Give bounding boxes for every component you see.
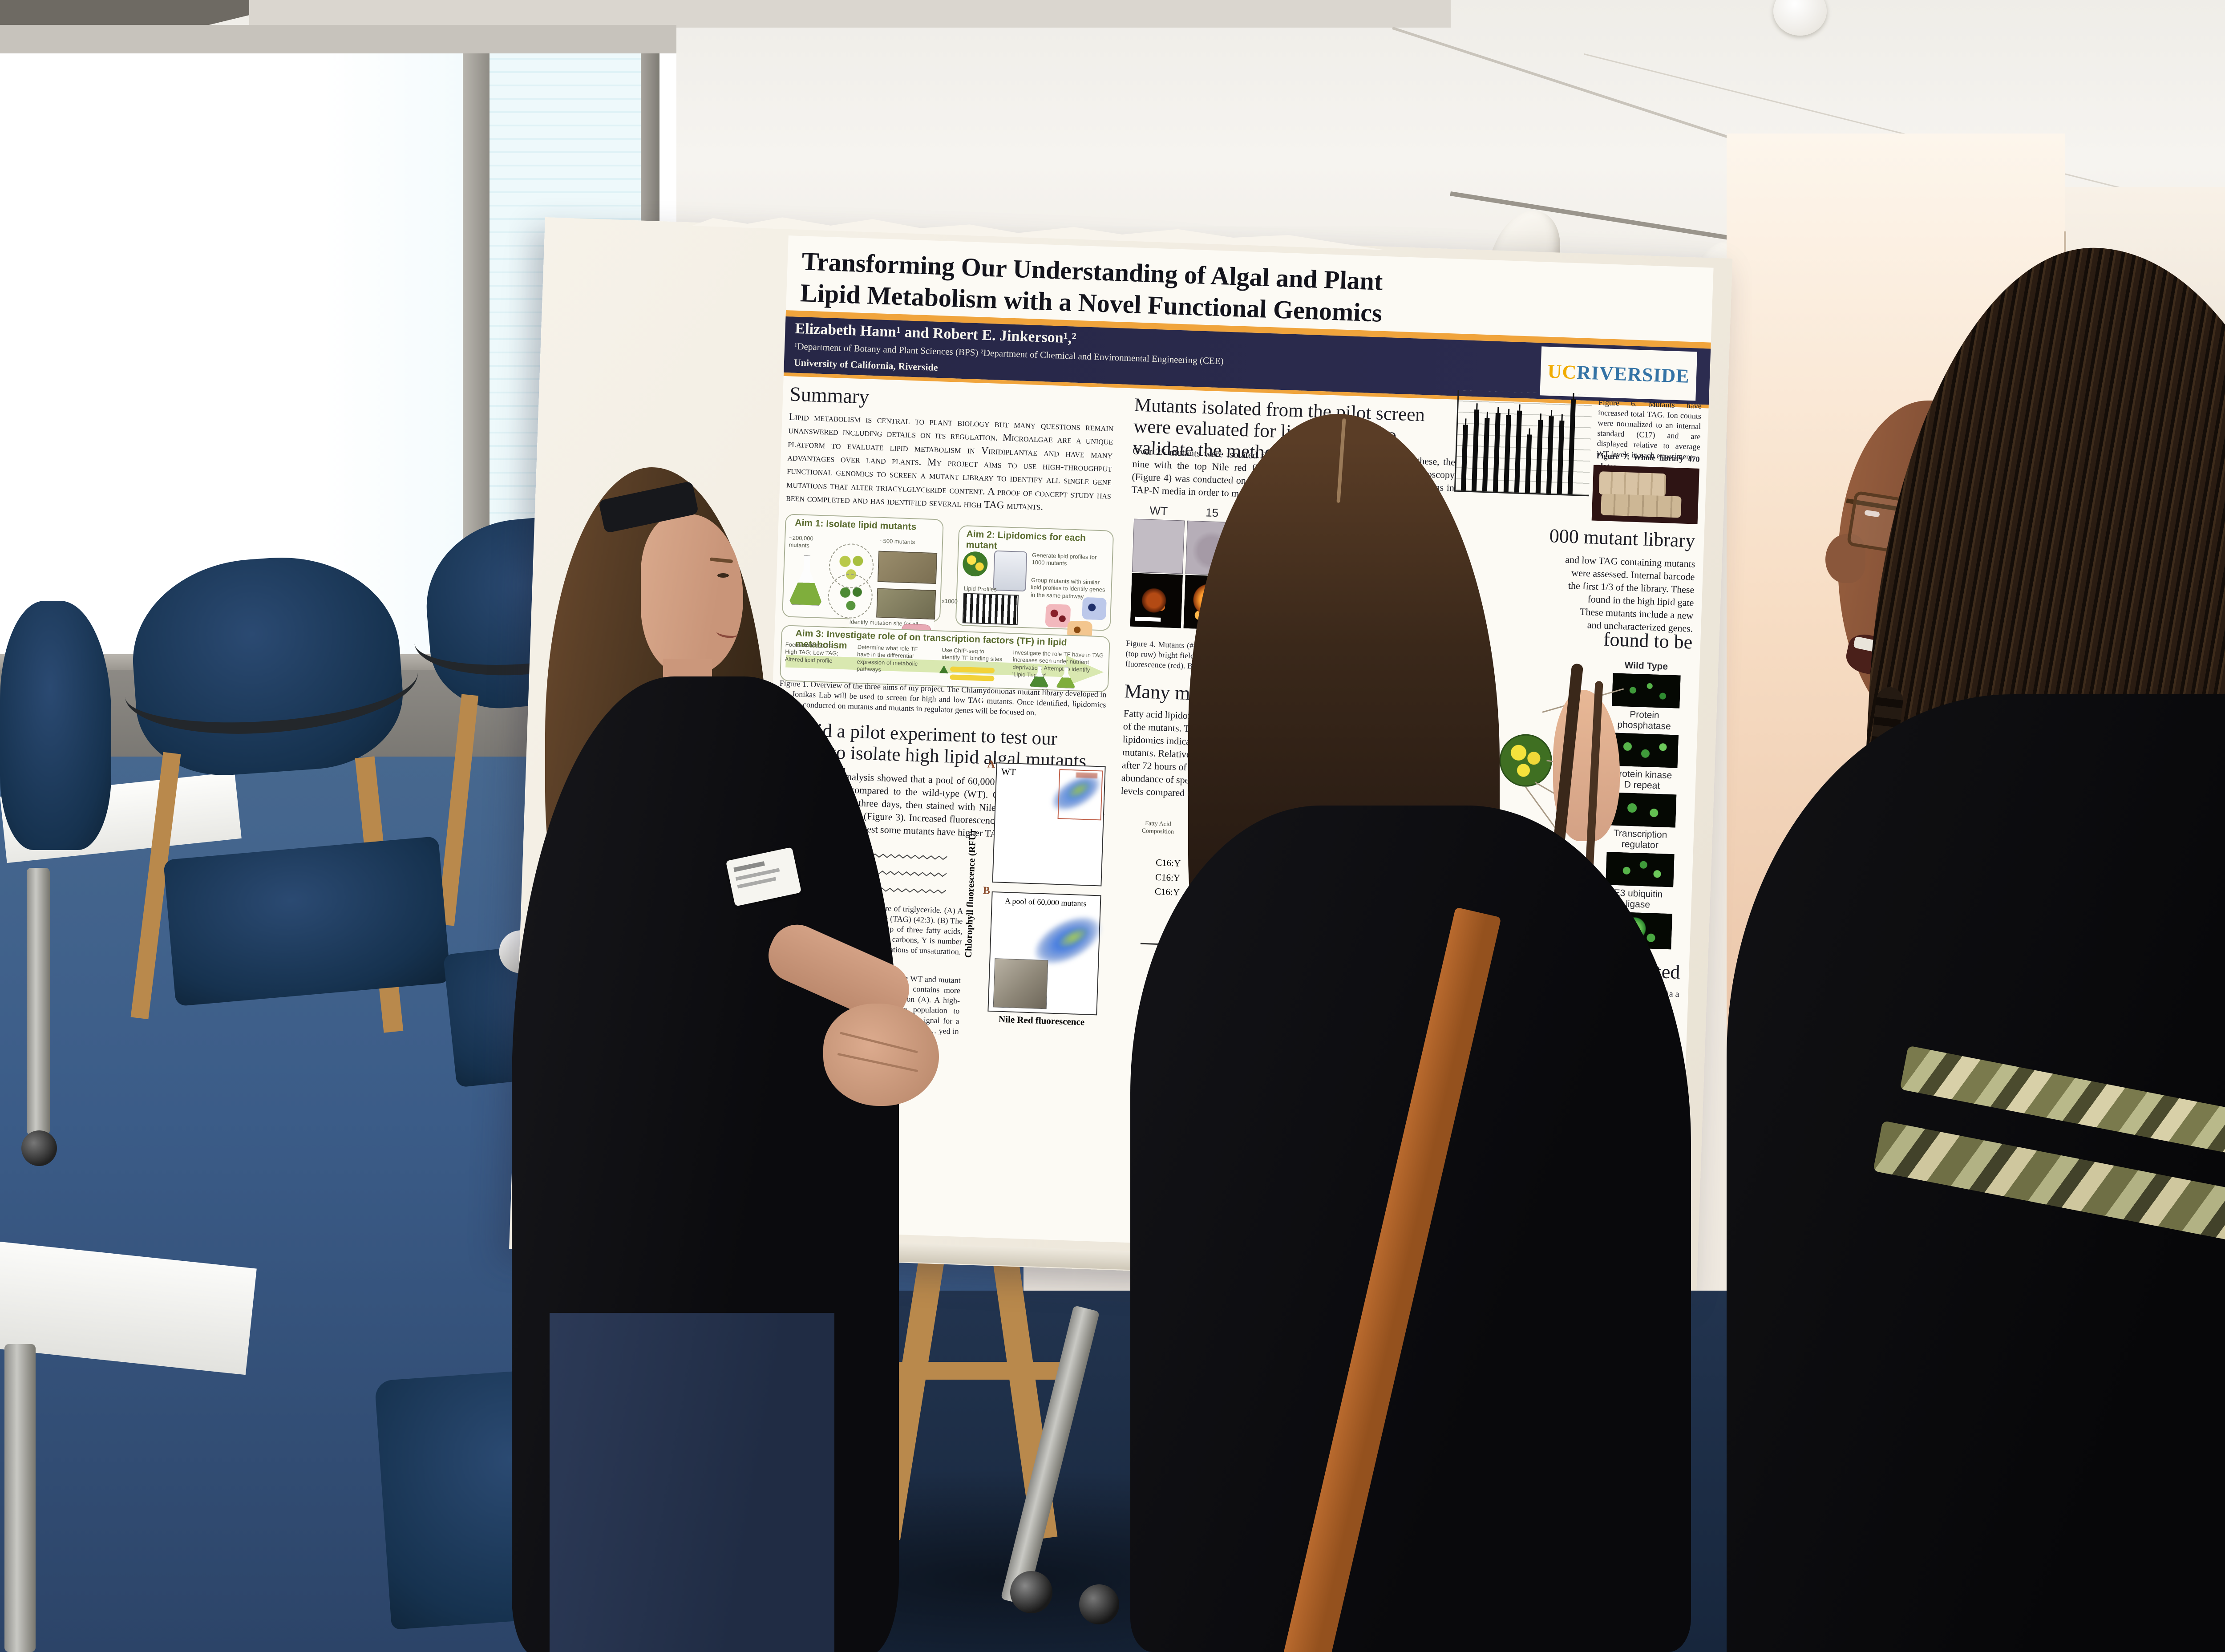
mutant-group-blue bbox=[1082, 597, 1107, 620]
facs-gate-stat bbox=[1076, 772, 1098, 779]
aim2-note1: Generate lipid profiles for 1000 mutants bbox=[1032, 551, 1097, 567]
facs-pool-label: A pool of 60,000 mutants bbox=[1004, 896, 1087, 908]
caster-wheel bbox=[1079, 1584, 1119, 1624]
mutant-group-pink bbox=[1045, 603, 1071, 628]
facs-plots: Chlorophyll fluorescence (RFU) A WT B A … bbox=[963, 758, 1108, 1032]
visitor-center-person bbox=[1104, 414, 1700, 1652]
facs-panel-a: WT bbox=[992, 762, 1106, 887]
facs-panel-label-b: B bbox=[983, 885, 991, 897]
caster-wheel bbox=[21, 1130, 57, 1166]
visitor-right-person bbox=[1713, 237, 2225, 1652]
facs-panel-b: A pool of 60,000 mutants bbox=[987, 891, 1108, 1016]
aim3-note4: Investigate the role TF have in TAG incr… bbox=[1012, 649, 1104, 679]
easel-crossbar bbox=[883, 1362, 1070, 1380]
chair-back bbox=[0, 601, 111, 850]
facs-wt-label: WT bbox=[1001, 766, 1016, 777]
ceiling-beam bbox=[249, 0, 1451, 28]
ucr-logo-riverside: RIVERSIDE bbox=[1576, 361, 1690, 387]
table-leg bbox=[27, 868, 50, 1135]
presenter-jeans bbox=[550, 1313, 834, 1652]
facs-xlabel: Nile Red fluorescence bbox=[998, 1013, 1085, 1028]
ucr-logo-uc: UC bbox=[1547, 360, 1578, 383]
ucr-logo: UC RIVERSIDE bbox=[1540, 346, 1698, 401]
aim2-title: Aim 2: Lipidomics for each mutant bbox=[966, 529, 1086, 551]
lcms-box-icon bbox=[993, 550, 1028, 592]
facs-panel-label-a: A bbox=[987, 758, 995, 771]
table-leg bbox=[4, 1344, 36, 1652]
chair-seat bbox=[163, 836, 451, 1007]
summary-heading: Summary bbox=[789, 382, 870, 408]
aim2-box: Aim 2: Lipidomics for each mutant Genera… bbox=[942, 525, 1114, 640]
visitor-right-nose bbox=[1825, 534, 1865, 583]
table bbox=[0, 1482, 400, 1652]
caster-wheel bbox=[1010, 1571, 1052, 1613]
presenter-eye bbox=[717, 573, 729, 578]
presenter-face bbox=[641, 514, 743, 674]
presenter-person bbox=[454, 463, 979, 1652]
window-transom bbox=[0, 25, 676, 53]
badge-line bbox=[733, 861, 765, 872]
facs-inset-photo bbox=[993, 958, 1048, 1009]
